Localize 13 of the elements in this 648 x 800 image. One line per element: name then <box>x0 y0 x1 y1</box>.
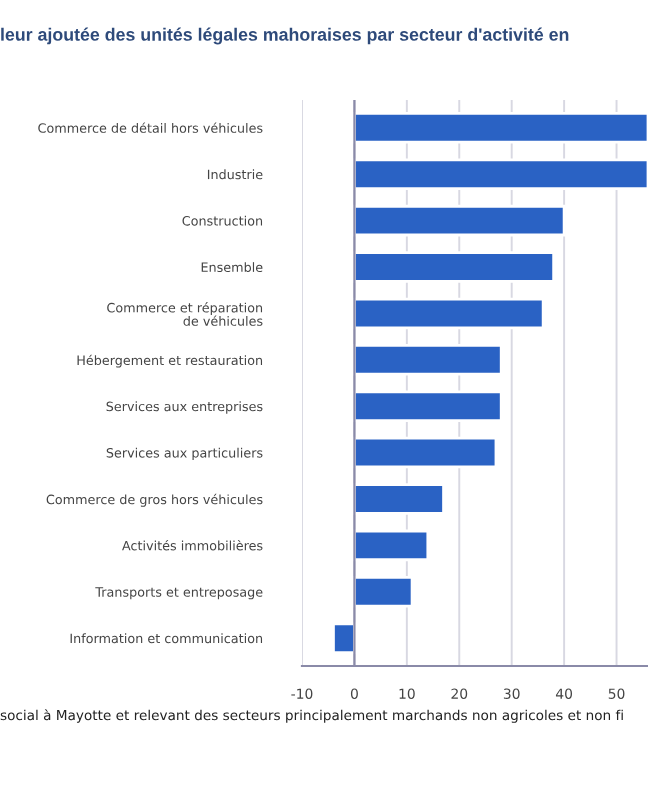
bar <box>353 158 648 190</box>
bar <box>332 622 356 654</box>
bar <box>353 297 545 330</box>
bar <box>353 576 414 608</box>
bar <box>353 344 503 376</box>
bar <box>353 251 556 283</box>
bar <box>353 112 648 144</box>
bar <box>353 436 498 469</box>
bar <box>353 204 566 237</box>
bar <box>353 390 503 422</box>
bar <box>353 529 430 562</box>
bar <box>353 483 445 515</box>
chart-title: leur ajoutée des unités légales mahoraises par secteur d'activité en <box>1 27 569 45</box>
